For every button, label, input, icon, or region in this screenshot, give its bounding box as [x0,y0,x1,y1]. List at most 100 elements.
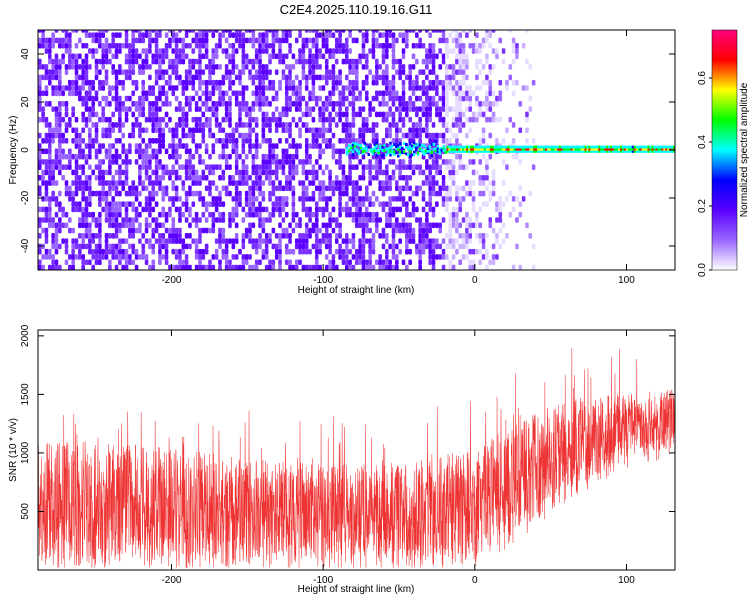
spectrogram-cell [284,196,289,202]
spectrogram-cell [38,222,42,229]
spectrogram-cell [331,64,336,70]
spectrogram-cell [168,116,172,123]
spectrogram-cell [228,53,232,60]
spectrogram-cell [364,196,369,202]
spectral-line-cell [619,150,623,153]
spectrogram-cell [461,122,466,128]
spectrogram-cell [194,148,199,155]
spectrogram-cell [331,227,336,234]
spectrogram-cell [431,222,436,229]
spectrogram-cell [118,153,122,160]
spectral-line-cell [416,151,420,155]
spectrogram-cell [321,238,326,244]
spectral-line-cell [479,145,483,149]
spectrogram-cell [371,32,376,38]
spectrogram-cell [425,58,429,65]
spectrogram-cell [458,233,463,239]
spectrogram-cell [154,122,159,128]
spectrogram-cell [44,227,49,234]
spectrogram-cell [198,264,202,270]
spectrogram-cell [344,190,349,197]
spectrogram-cell [338,233,342,239]
spectral-line-cell [365,146,368,150]
spectrogram-cell [334,185,339,192]
spectrogram-cell [148,30,152,33]
spectrogram-cell [61,116,65,123]
spectrogram-cell [351,196,356,202]
spectrogram-cell [124,174,129,181]
spectrogram-cell [395,185,399,192]
spectral-line-cell [546,150,550,153]
spectrogram-cell [301,264,306,270]
spectrogram-cell [455,122,459,128]
spectrogram-cell [134,227,139,234]
spectral-line-cell [554,147,558,151]
spectrogram-cell [385,74,389,81]
spectrogram-cell [94,233,99,239]
spectrogram-cell [364,122,369,128]
spectral-line-cell [501,145,505,149]
spectrogram-cell [168,211,172,218]
spectrogram-cell [448,238,453,244]
spectrogram-cell [248,233,252,239]
spectrogram-cell [321,101,326,107]
spectrogram-cell [261,74,266,81]
spectrogram-cell [184,190,189,197]
spectrogram-cell [88,190,92,197]
spectrogram-cell [148,37,152,44]
spectrogram-cell [251,90,256,97]
spectrogram-cell [438,227,442,234]
spectrogram-cell [475,85,479,91]
spectrogram-cell [178,30,182,33]
spectrogram-cell [121,69,126,75]
spectrogram-cell [111,127,116,134]
spectrogram-cell [391,79,396,86]
spectrogram-cell [455,101,459,107]
spectrogram-cell [114,122,119,128]
spectrogram-cell [291,185,296,192]
spectrogram-cell [445,37,449,44]
spectrogram-cell [254,169,259,176]
spectrogram-cell [435,132,439,139]
spectrogram-cell [198,254,202,260]
spectrogram-cell [54,227,59,234]
spectrogram-cell [401,90,406,97]
spectrogram-cell [385,79,389,86]
spectrogram-cell [438,132,442,139]
spectrogram-cell [188,153,192,160]
spectrogram-cell [261,159,266,165]
spectrogram-cell [478,206,483,213]
spectrogram-cell [338,201,342,207]
spectrogram-cell [475,233,479,239]
spectrogram-cell [475,64,479,70]
spectrogram-cell [278,111,282,118]
spectral-line-cell [641,145,645,149]
spectrogram-cell [428,79,432,86]
spectrogram-cell [388,111,392,118]
spectrogram-cell [78,153,82,160]
spectrogram-cell [108,259,112,266]
spectrogram-cell [478,58,483,65]
spectral-line-cell [442,146,445,150]
spectrogram-cell [91,111,95,118]
spectral-line-cell [608,145,611,149]
spectrogram-cell [268,211,272,218]
spectral-line-cell [345,152,349,156]
spectral-line-cell [550,147,554,151]
spectrogram-cell [338,159,342,165]
spectrogram-cell [344,53,349,60]
spectrogram-cell [228,153,232,160]
spectrogram-cell [368,159,372,165]
spectrogram-cell [385,127,389,134]
spectral-line-cell [550,150,554,153]
spectral-line-cell [373,147,376,150]
spectrogram-cell [254,164,259,170]
spectrogram-cell [154,174,159,181]
spectral-line-cell [606,147,609,151]
spectrogram-cell [58,222,62,229]
spectrogram-cell [61,101,65,107]
spectrogram-cell [445,196,449,202]
spectrogram-cell [451,164,456,170]
spectrogram-cell [208,79,212,86]
spectral-line-cell [570,145,574,149]
